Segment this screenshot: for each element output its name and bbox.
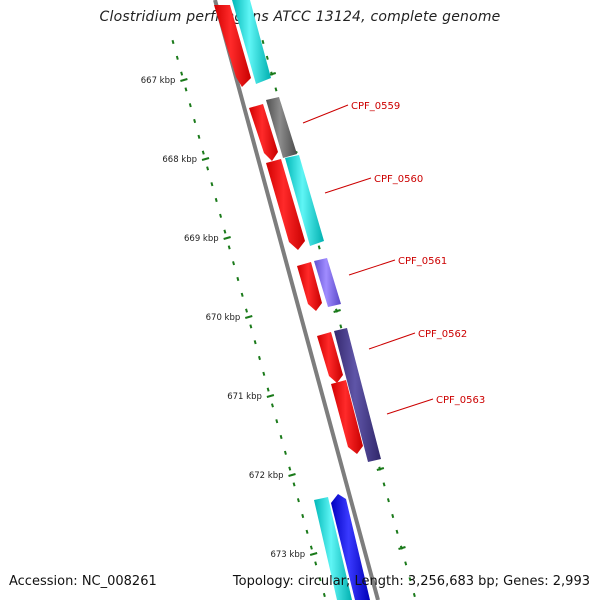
minor-tick: [188, 103, 192, 108]
minor-tick: [395, 529, 399, 534]
minor-tick: [386, 498, 390, 503]
gene-label-leader: [348, 259, 396, 276]
minor-tick: [314, 561, 318, 566]
gene-feature-red[interactable]: [266, 159, 305, 250]
gene-feature-gray[interactable]: [266, 97, 297, 158]
minor-tick: [175, 55, 179, 60]
minor-tick: [210, 182, 214, 187]
major-tick: [223, 236, 231, 240]
minor-tick: [253, 340, 257, 345]
minor-tick: [408, 577, 412, 582]
gene-label-leader: [368, 332, 416, 350]
topology-text: Topology: circular; Length: 3,256,683 bp…: [232, 574, 590, 589]
kbp-label: 673 kbp: [270, 550, 305, 560]
minor-tick: [339, 324, 343, 329]
minor-tick: [219, 213, 223, 218]
gene-feature-red[interactable]: [331, 380, 363, 454]
kbp-label: 667 kbp: [141, 76, 176, 86]
gene-feature-red[interactable]: [214, 5, 251, 87]
left-tick-track: [171, 39, 326, 598]
major-tick: [288, 473, 296, 477]
gene-label[interactable]: CPF_0560: [374, 174, 423, 185]
kbp-label: 672 kbp: [249, 471, 284, 481]
minor-tick: [412, 592, 416, 598]
minor-tick: [274, 87, 278, 92]
accession-label: Accession: NC_008261: [9, 574, 157, 589]
gene-label-group: CPF_0559 CPF_0560 CPF_0561 CPF_0562 CPF_…: [302, 101, 485, 415]
gene-label[interactable]: CPF_0561: [398, 256, 447, 267]
gene-feature-red[interactable]: [297, 262, 322, 311]
minor-tick: [309, 545, 313, 550]
minor-tick: [262, 371, 266, 376]
minor-tick: [275, 419, 279, 424]
kbp-scale: 667 kbp 668 kbp 669 kbp 670 kbp 671 kbp 672 k…: [141, 72, 406, 560]
gene-label-leader: [386, 398, 434, 415]
minor-tick: [288, 466, 292, 471]
minor-tick: [261, 39, 265, 45]
minor-tick: [232, 261, 236, 266]
kbp-label: 671 kbp: [227, 392, 262, 402]
gene-feature-darkslate[interactable]: [334, 328, 381, 462]
minor-tick: [258, 355, 261, 361]
gene-feature-red[interactable]: [249, 104, 278, 161]
major-tick: [180, 78, 188, 82]
minor-tick: [404, 561, 408, 566]
minor-tick: [318, 577, 322, 582]
gene-feature-cyan[interactable]: [232, 0, 271, 84]
major-tick: [376, 467, 385, 471]
minor-tick: [245, 308, 248, 313]
minor-tick: [322, 592, 326, 598]
minor-tick: [236, 276, 240, 282]
minor-tick: [305, 529, 309, 534]
minor-tick: [391, 513, 395, 519]
gene-label[interactable]: CPF_0559: [351, 101, 400, 112]
topology-label: Topology: circular; Length: 3,256,683 bp…: [233, 574, 590, 589]
minor-tick: [266, 387, 270, 392]
minor-tick: [201, 150, 205, 155]
minor-tick: [292, 482, 296, 487]
major-tick: [266, 394, 275, 398]
minor-tick: [265, 55, 269, 60]
minor-tick: [249, 324, 253, 329]
gene-feature-red[interactable]: [317, 332, 343, 383]
minor-tick: [279, 434, 283, 440]
minor-tick: [317, 245, 321, 250]
minor-tick: [197, 134, 201, 139]
map-title: Clostridium perfringens ATCC 13124, comp…: [99, 9, 501, 25]
gene-feature-cyan[interactable]: [285, 155, 324, 246]
minor-tick: [193, 118, 197, 124]
minor-tick: [283, 450, 287, 455]
minor-tick: [214, 197, 218, 203]
minor-tick: [270, 403, 274, 408]
gene-label[interactable]: CPF_0562: [418, 329, 467, 340]
kbp-label: 669 kbp: [184, 234, 219, 244]
minor-tick: [296, 498, 300, 503]
gene-feature-purple[interactable]: [314, 258, 341, 307]
minor-tick: [180, 71, 184, 76]
minor-tick: [171, 39, 175, 45]
minor-tick: [301, 513, 305, 519]
gene-feature-cyan[interactable]: [314, 497, 352, 600]
major-tick: [398, 546, 406, 550]
genome-backbone: [213, 0, 380, 600]
gene-feature-blue[interactable]: [331, 494, 370, 600]
kbp-label: 668 kbp: [162, 155, 197, 165]
minor-tick: [223, 229, 227, 234]
major-tick: [244, 315, 253, 319]
major-tick: [333, 309, 341, 313]
minor-tick: [206, 166, 210, 171]
kbp-label: 670 kbp: [206, 313, 241, 323]
minor-tick: [184, 87, 188, 92]
gene-label[interactable]: CPF_0563: [436, 395, 485, 406]
minor-tick: [240, 292, 244, 297]
major-tick: [309, 552, 318, 556]
major-tick: [201, 157, 210, 161]
minor-tick: [227, 245, 231, 250]
gene-label-leader: [324, 177, 372, 194]
gene-label-leader: [302, 104, 349, 124]
minor-tick: [382, 482, 386, 487]
